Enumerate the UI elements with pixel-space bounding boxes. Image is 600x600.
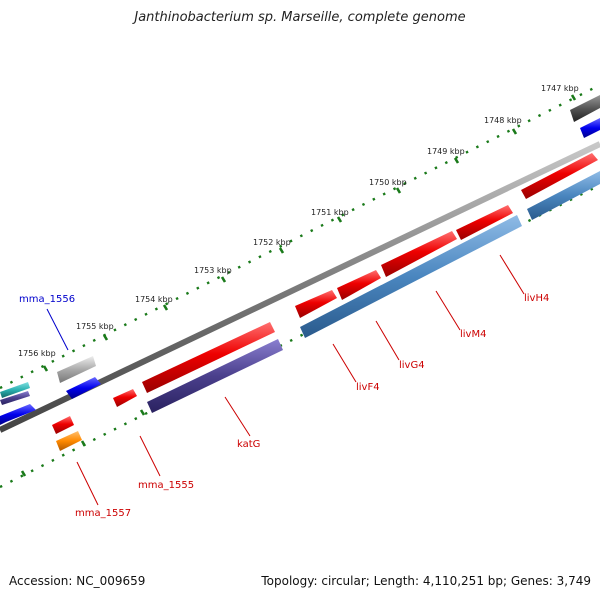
kbp-label: 1748 kbp [484,116,522,125]
backbone [0,141,600,433]
gene-label-livG4[interactable]: livG4 [399,360,425,371]
gene-arrow [337,270,381,300]
outer-major-ticks [42,94,577,372]
gene-label-livF4[interactable]: livF4 [356,382,380,393]
gene-arrow [570,95,600,122]
gene-label-mma_1557[interactable]: mma_1557 [75,508,131,519]
gene-label-mma_1555[interactable]: mma_1555 [138,480,194,491]
gene-arrow [580,118,600,138]
topology-summary: Topology: circular; Length: 4,110,251 bp… [261,574,591,588]
kbp-label: 1752 kbp [253,238,291,247]
kbp-label: 1755 kbp [76,322,114,331]
map-title: Janthinobacterium sp. Marseille, complet… [134,10,466,25]
kbp-label: 1751 kbp [311,208,349,217]
gene-label-livM4[interactable]: livM4 [460,329,486,340]
accession-text: Accession: NC_009659 [9,574,146,588]
gene-arrow [521,153,598,199]
gene-arrow [0,404,36,425]
gene-arrow [527,171,600,220]
gene-arrow [0,382,30,398]
label-connectors [46,254,525,506]
kbp-label: 1750 kbp [369,178,407,187]
gene-arrow [147,339,283,413]
kbp-label: 1756 kbp [18,349,56,358]
gene-arrow [57,356,96,383]
gene-arrow [295,290,337,318]
gene-arrow [113,389,137,407]
outer-tick-ring [0,83,600,390]
gene-arrow [381,231,457,277]
gene-arrow [56,431,82,451]
gene-label-katG[interactable]: katG [237,439,260,450]
gene-arrow [456,205,513,240]
gene-label-mma_1556[interactable]: mma_1556 [19,294,75,305]
kbp-label: 1749 kbp [427,147,465,156]
kbp-label: 1754 kbp [135,295,173,304]
gene-arrow [0,391,30,405]
kbp-label: 1747 kbp [541,84,579,93]
reverse-strand [52,171,600,451]
forward-strand [0,95,600,425]
gene-arrow [142,322,275,393]
gene-arrow [66,377,101,399]
gene-arrow [300,215,522,338]
gene-label-livH4[interactable]: livH4 [524,293,549,304]
gene-arrow [52,416,74,434]
kbp-label: 1753 kbp [194,266,232,275]
